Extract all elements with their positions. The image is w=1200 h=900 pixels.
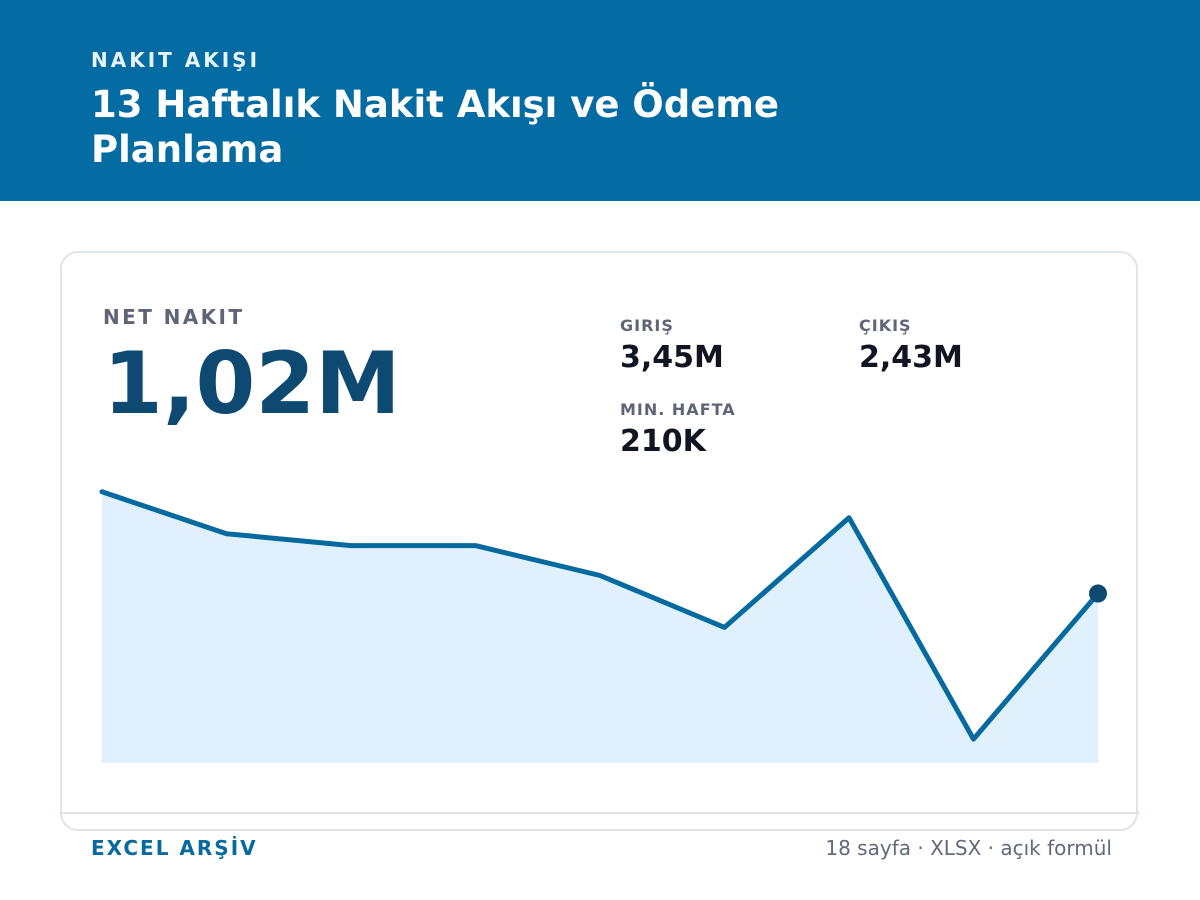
footer-meta: 18 sayfa · XLSX · açık formül [825, 836, 1112, 860]
header-bar: NAKIT AKIŞI 13 Haftalık Nakit Akışı ve Ö… [0, 0, 1200, 201]
min-week-value: 210K [620, 424, 706, 459]
inflow-value: 3,45M [620, 340, 724, 375]
inflow-label: GIRIŞ [620, 316, 674, 335]
page-title: 13 Haftalık Nakit Akışı ve Ödeme Planlam… [91, 83, 779, 171]
min-week-label: MIN. HAFTA [620, 400, 736, 419]
footer-brand: EXCEL ARŞİV [91, 836, 258, 860]
outflow-label: ÇIKIŞ [859, 316, 912, 335]
net-cash-value: 1,02M [103, 334, 401, 434]
card-divider [60, 812, 1140, 814]
section-eyebrow: NAKIT AKIŞI [91, 48, 261, 72]
net-cash-label: NET NAKIT [103, 305, 245, 329]
outflow-value: 2,43M [859, 340, 963, 375]
